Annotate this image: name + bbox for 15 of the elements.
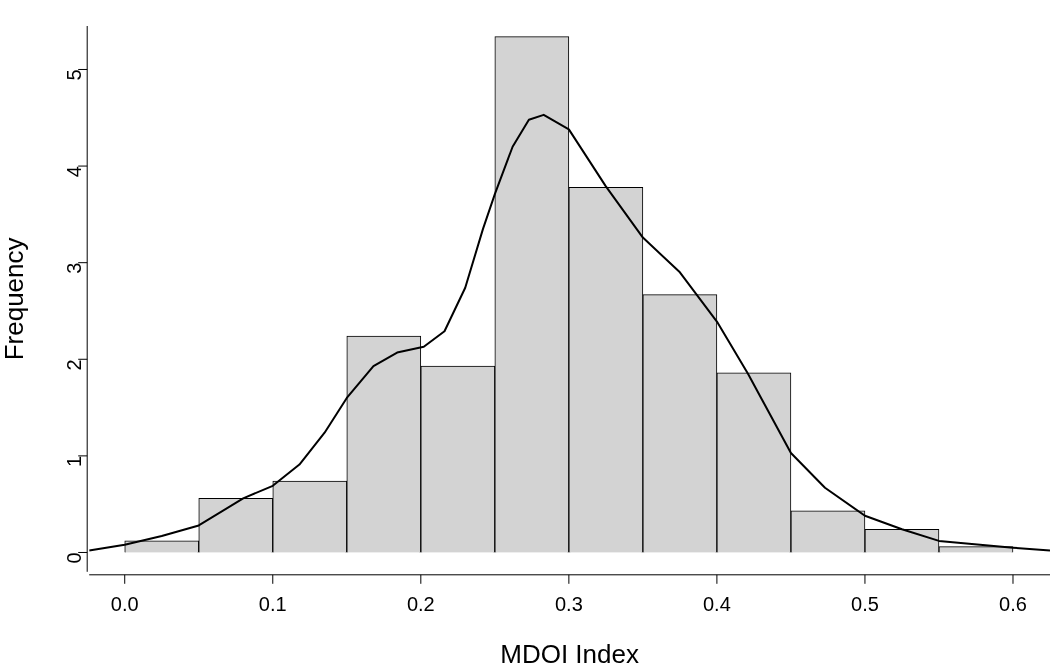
y-tick-label: 0	[62, 552, 85, 564]
x-tick-label: 0.0	[110, 593, 139, 616]
x-tick-label: 0.5	[851, 593, 879, 616]
y-tick-label: 4	[62, 166, 85, 178]
y-tick-label: 2	[62, 359, 85, 371]
y-axis-title: Frequency	[0, 237, 29, 361]
x-tick-label: 0.4	[703, 593, 731, 616]
x-axis-title: MDOI Index	[500, 638, 639, 669]
y-tick-label: 3	[62, 262, 85, 274]
x-tick-label: 0.1	[258, 593, 287, 616]
y-tick-label: 5	[62, 69, 85, 81]
y-tick-label: 1	[62, 455, 85, 467]
x-tick-label: 0.2	[406, 593, 435, 616]
x-tick-label: 0.3	[554, 593, 583, 616]
x-tick-label: 0.6	[999, 593, 1027, 616]
